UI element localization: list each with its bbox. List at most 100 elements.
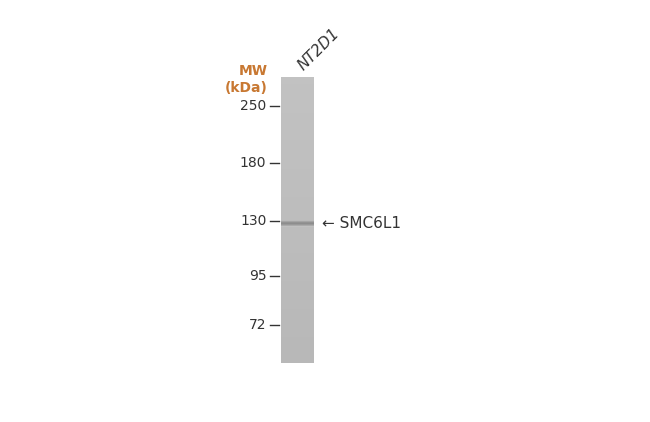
Bar (281, 219, 314, 221)
Bar (281, 271, 314, 272)
Bar (281, 204, 314, 206)
Bar (281, 146, 314, 147)
Bar (281, 359, 314, 360)
Bar (281, 165, 314, 166)
Bar (281, 182, 314, 184)
Bar (281, 229, 314, 230)
Bar (281, 311, 314, 312)
Bar (281, 152, 314, 153)
Bar (281, 110, 314, 111)
Bar (281, 128, 314, 129)
Bar (281, 308, 314, 309)
Text: 72: 72 (249, 318, 266, 332)
Bar (281, 225, 314, 226)
Bar (281, 209, 314, 210)
Bar (281, 108, 314, 109)
Text: 95: 95 (249, 269, 266, 283)
Bar (281, 332, 314, 333)
Bar (281, 250, 314, 251)
Bar (281, 93, 314, 94)
Bar (281, 315, 314, 316)
Bar (281, 284, 314, 285)
Bar (281, 160, 314, 162)
Bar (281, 162, 314, 163)
Bar (281, 126, 314, 127)
Bar (281, 192, 314, 193)
Bar (281, 168, 314, 169)
Bar (281, 150, 314, 151)
Bar (281, 163, 314, 164)
Bar (281, 156, 314, 157)
Bar (281, 213, 314, 214)
Bar (281, 196, 314, 197)
Bar (281, 174, 314, 175)
Bar (281, 320, 314, 321)
Bar (281, 177, 314, 178)
Bar (281, 316, 314, 317)
Bar (281, 309, 314, 310)
Bar (281, 256, 314, 257)
Bar (281, 82, 314, 83)
Bar (281, 140, 314, 141)
Bar (281, 300, 314, 302)
Bar (281, 231, 314, 232)
Bar (281, 81, 314, 82)
Bar (281, 172, 314, 173)
Bar (281, 353, 314, 354)
Bar (281, 155, 314, 156)
Bar (281, 147, 314, 148)
Bar (281, 239, 314, 240)
Bar (281, 246, 314, 247)
Bar (281, 130, 314, 131)
Bar (281, 257, 314, 258)
Bar (281, 361, 314, 362)
Bar (281, 215, 314, 216)
Bar (281, 197, 314, 199)
Bar (281, 258, 314, 259)
Bar (281, 278, 314, 279)
Text: MW
(kDa): MW (kDa) (224, 64, 267, 95)
Bar (281, 285, 314, 287)
Bar (281, 91, 314, 92)
Bar (281, 189, 314, 190)
Bar (281, 79, 314, 81)
Bar (281, 331, 314, 332)
Bar (281, 181, 314, 182)
Bar (281, 237, 314, 238)
Bar (281, 279, 314, 280)
Bar (281, 251, 314, 252)
Bar (281, 304, 314, 306)
Bar (281, 217, 314, 218)
Bar (281, 303, 314, 304)
Bar (281, 173, 314, 174)
Bar (281, 289, 314, 290)
Bar (281, 275, 314, 276)
Bar (281, 343, 314, 344)
Bar (281, 349, 314, 350)
Bar (281, 105, 314, 106)
Bar (281, 109, 314, 110)
Text: 250: 250 (240, 99, 266, 113)
Bar (281, 313, 314, 314)
Bar (281, 134, 314, 135)
Bar (281, 164, 314, 165)
Bar (281, 272, 314, 273)
Bar (281, 339, 314, 340)
Bar (281, 360, 314, 361)
Bar (281, 298, 314, 299)
Bar (281, 325, 314, 326)
Bar (281, 178, 314, 179)
Bar (281, 310, 314, 311)
Bar (281, 86, 314, 87)
Bar (281, 111, 314, 112)
Bar (281, 355, 314, 356)
Bar (281, 135, 314, 136)
Bar (281, 297, 314, 298)
Bar (281, 115, 314, 116)
Bar (281, 212, 314, 213)
Bar (281, 318, 314, 319)
Bar (281, 191, 314, 192)
Bar (281, 358, 314, 359)
Bar (281, 260, 314, 261)
Bar (281, 327, 314, 328)
